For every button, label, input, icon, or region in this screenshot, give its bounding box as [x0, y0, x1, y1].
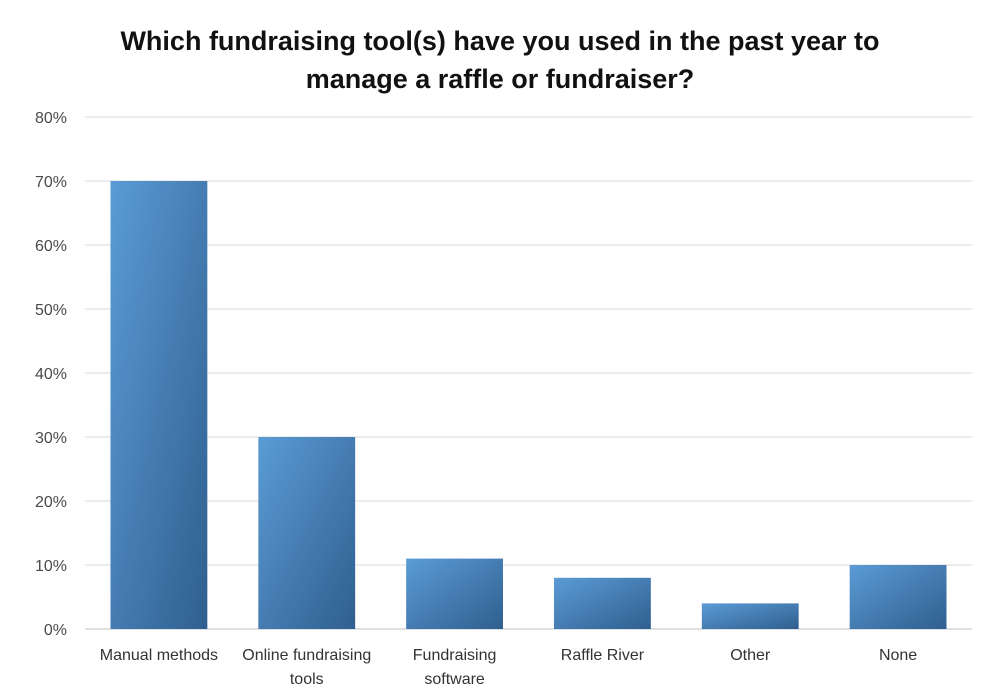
chart-title: Which fundraising tool(s) have you used … — [0, 22, 1000, 98]
x-category-label-line: None — [879, 647, 917, 664]
x-category-label-line: software — [424, 671, 485, 688]
y-tick-label: 80% — [35, 110, 67, 127]
x-category-label: Online fundraising tools — [242, 647, 371, 688]
y-tick-label: 10% — [35, 558, 67, 575]
x-category-label: Raffle River — [561, 647, 645, 664]
x-category-label-line: Online fundraising — [242, 647, 371, 664]
bar-5 — [849, 565, 947, 629]
x-category-label-line: Manual methods — [100, 647, 218, 664]
y-tick-label: 0% — [44, 622, 67, 639]
y-tick-label: 30% — [35, 430, 67, 447]
y-tick-label: 40% — [35, 366, 67, 383]
bar-3 — [554, 577, 651, 629]
x-category-label: Other — [730, 647, 771, 664]
bars — [110, 181, 947, 629]
bar-4 — [701, 603, 799, 629]
y-tick-label: 50% — [35, 302, 67, 319]
x-category-label-line: Other — [730, 647, 771, 664]
y-axis-labels: 0% 10% 20% 30% 40% 50% 60% 70% 80% — [35, 110, 67, 639]
x-category-label: None — [879, 647, 917, 664]
x-category-label: Manual methods — [100, 647, 218, 664]
x-category-label-line: tools — [290, 671, 324, 688]
gridlines — [85, 116, 972, 630]
chart-title-line-2: manage a raffle or fundraiser? — [305, 64, 695, 94]
bar-1 — [258, 437, 356, 629]
y-tick-label: 60% — [35, 238, 67, 255]
bar-2 — [406, 558, 503, 629]
bar-0 — [110, 181, 208, 629]
chart-title-line-1: Which fundraising tool(s) have you used … — [120, 26, 880, 56]
x-category-label-line: Raffle River — [561, 647, 645, 664]
y-tick-label: 70% — [35, 174, 67, 191]
x-category-label-line: Fundraising — [413, 647, 497, 664]
x-category-label: Fundraising software — [413, 647, 497, 688]
y-tick-label: 20% — [35, 494, 67, 511]
x-axis-labels: Manual methods Online fundraising tools Fun… — [100, 647, 918, 688]
